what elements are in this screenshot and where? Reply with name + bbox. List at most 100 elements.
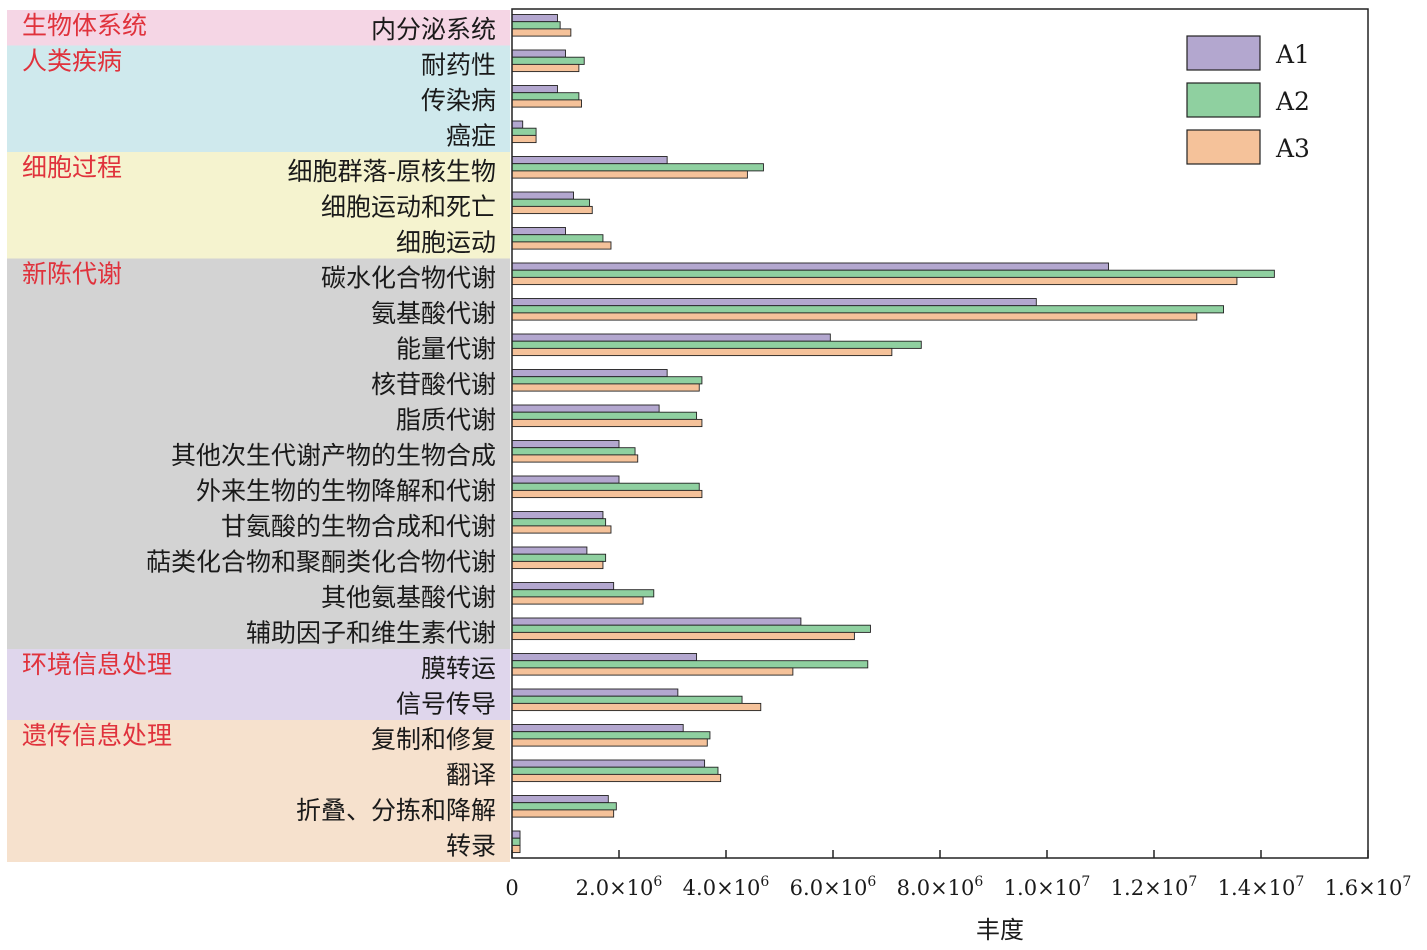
bar-A2-1 <box>511 56 585 65</box>
bar-A2-3 <box>511 127 537 136</box>
x-tick-label-exponent-7: 7 <box>1295 874 1304 890</box>
x-tick-label-exponent-4: 6 <box>974 874 983 890</box>
legend: A1 A2 A3 <box>1186 35 1310 165</box>
bar-A3-10 <box>511 383 700 392</box>
category-label-22: 折叠、分拣和降解 <box>296 796 496 825</box>
category-label-10: 核苷酸代谢 <box>371 370 496 399</box>
x-tick-label-base-2: 4.0×10 <box>683 876 761 900</box>
category-label-20: 复制和修复 <box>371 725 496 754</box>
bar-A2-11 <box>511 411 698 420</box>
group-band-0 <box>7 10 510 46</box>
bar-A3-0 <box>511 28 572 37</box>
group-label-4: 环境信息处理 <box>22 650 172 679</box>
x-tick-label-exponent-5: 7 <box>1081 874 1090 890</box>
bar-A2-2 <box>511 92 580 101</box>
bar-A3-9 <box>511 347 893 357</box>
x-tick-label-base-0: 0 <box>505 876 518 900</box>
category-label-15: 萜类化合物和聚酮类化合物代谢 <box>146 547 496 576</box>
category-label-14: 甘氨酸的生物合成和代谢 <box>221 512 496 541</box>
group-label-1: 人类疾病 <box>22 47 122 76</box>
category-label-6: 细胞运动 <box>396 228 496 257</box>
category-label-3: 癌症 <box>446 121 496 150</box>
legend-swatch-A2 <box>1186 82 1261 118</box>
bar-A3-18 <box>511 667 794 676</box>
bar-A2-0 <box>511 21 561 30</box>
x-tick-label-base-5: 1.0×10 <box>1004 876 1082 900</box>
group-band-2 <box>7 152 510 259</box>
bar-A1-19 <box>511 688 679 697</box>
group-band-1 <box>7 45 510 152</box>
bar-A2-15 <box>511 553 607 562</box>
category-label-19: 信号传导 <box>396 689 496 718</box>
group-label-3: 新陈代谢 <box>22 260 122 289</box>
bar-A1-0 <box>511 14 558 23</box>
category-label-8: 氨基酸代谢 <box>371 299 496 328</box>
bar-A3-23 <box>511 844 521 854</box>
bar-A3-12 <box>511 454 639 463</box>
bar-A1-18 <box>511 653 698 662</box>
category-label-16: 其他氨基酸代谢 <box>321 583 496 612</box>
bar-A2-16 <box>511 589 655 598</box>
bar-A2-9 <box>511 340 922 349</box>
category-label-18: 膜转运 <box>421 654 496 683</box>
x-tick-label-6: 1.2×107 <box>1111 874 1198 900</box>
category-label-23: 转录 <box>446 831 496 860</box>
bar-A2-18 <box>511 660 869 669</box>
x-tick-label-exponent-8: 7 <box>1402 874 1411 890</box>
category-label-13: 外来生物的生物降解和代谢 <box>196 476 496 505</box>
x-axis: 0 2.0×106 4.0×106 6.0×106 8.0×106 1.0×107 1.2×… <box>505 850 1411 900</box>
bar-A3-3 <box>511 134 537 144</box>
x-tick-label-exponent-2: 6 <box>760 874 769 890</box>
bar-A1-1 <box>511 49 566 58</box>
x-tick-label-1: 2.0×106 <box>576 874 663 900</box>
x-tick-label-base-8: 1.6×10 <box>1325 876 1403 900</box>
category-label-21: 翻译 <box>446 760 496 789</box>
x-tick-label-exponent-6: 7 <box>1188 874 1197 890</box>
bar-A2-17 <box>511 624 871 633</box>
bar-A3-21 <box>511 773 722 783</box>
category-label-17: 辅助因子和维生素代谢 <box>246 618 496 647</box>
bar-A1-14 <box>511 511 604 520</box>
legend-label-A1: A1 <box>1275 40 1310 69</box>
bar-A2-5 <box>511 198 591 207</box>
bar-A2-6 <box>511 234 604 243</box>
x-tick-label-4: 8.0×106 <box>897 874 984 900</box>
bar-A3-14 <box>511 525 612 534</box>
bar-A2-21 <box>511 766 719 775</box>
bar-A2-7 <box>511 269 1275 278</box>
group-band-3 <box>7 258 510 649</box>
bar-A1-20 <box>511 724 684 733</box>
bar-A1-22 <box>511 795 609 804</box>
bar-A3-7 <box>511 276 1238 286</box>
bar-A2-23 <box>511 837 521 846</box>
group-label-0: 生物体系统 <box>22 11 147 40</box>
x-tick-label-base-7: 1.4×10 <box>1218 876 1296 900</box>
bar-A1-9 <box>511 333 831 342</box>
category-label-12: 其他次生代谢产物的生物合成 <box>171 441 496 470</box>
x-axis-title: 丰度 <box>976 916 1024 944</box>
bar-A3-13 <box>511 489 703 499</box>
bar-A1-11 <box>511 404 660 413</box>
bar-A3-5 <box>511 205 593 215</box>
bar-A2-10 <box>511 376 703 385</box>
bar-A1-16 <box>511 582 615 591</box>
category-label-5: 细胞运动和死亡 <box>321 192 496 221</box>
bar-A2-13 <box>511 482 700 491</box>
bar-A3-6 <box>511 241 612 250</box>
bar-A1-23 <box>511 830 521 839</box>
x-tick-label-base-4: 8.0×10 <box>897 876 975 900</box>
group-label-5: 遗传信息处理 <box>22 721 172 750</box>
bar-A1-4 <box>511 156 668 165</box>
bar-A3-8 <box>511 312 1198 321</box>
bar-A1-6 <box>511 227 566 236</box>
bar-A2-8 <box>511 305 1224 314</box>
category-label-1: 耐药性 <box>421 50 496 79</box>
legend-label-A2: A2 <box>1275 87 1310 116</box>
bar-A3-17 <box>511 631 855 641</box>
bar-A2-20 <box>511 731 711 740</box>
x-tick-label-3: 6.0×106 <box>790 874 877 900</box>
category-label-2: 传染病 <box>421 86 496 115</box>
bar-A2-19 <box>511 695 743 704</box>
